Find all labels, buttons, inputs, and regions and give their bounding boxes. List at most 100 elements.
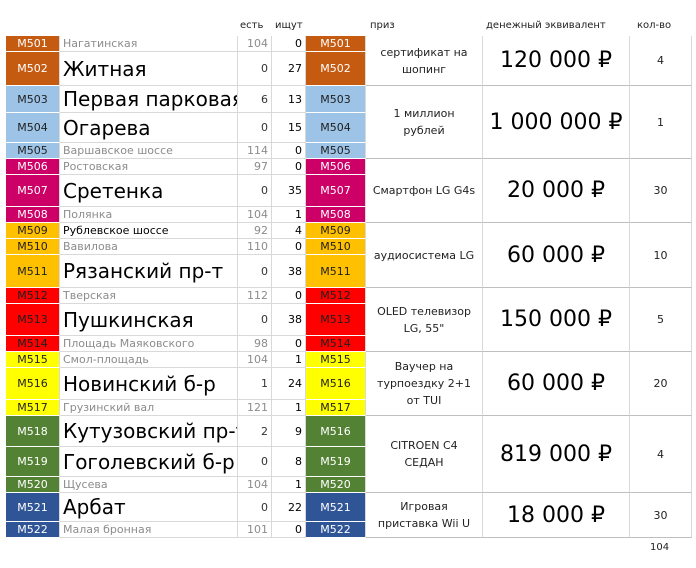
have-count: 112 (238, 288, 272, 304)
have-count: 101 (238, 522, 272, 538)
station-name: Арбат (60, 493, 238, 522)
prize: аудиосистема LG (366, 223, 483, 288)
code-cell: M522 (306, 522, 366, 538)
code-cell: M516 (306, 368, 366, 400)
code-cell: M504 (6, 113, 60, 143)
have-count: 121 (238, 400, 272, 416)
want-count: 1 (272, 352, 306, 368)
footer-total: 104 (650, 542, 670, 553)
station-name: Полянка (60, 207, 238, 223)
money-value: 20 000 ₽ (483, 159, 630, 223)
quantity: 5 (630, 288, 692, 352)
have-count: 0 (238, 493, 272, 522)
have-count: 0 (238, 175, 272, 207)
have-count: 114 (238, 143, 272, 159)
code-cell: M512 (6, 288, 60, 304)
code-cell: M515 (6, 352, 60, 368)
code-cell: M513 (306, 304, 366, 336)
station-name: Житная (60, 52, 238, 86)
quantity: 4 (630, 416, 692, 493)
quantity: 4 (630, 36, 692, 86)
want-count: 0 (272, 143, 306, 159)
want-count: 27 (272, 52, 306, 86)
money-value: 60 000 ₽ (483, 352, 630, 416)
code-cell: M515 (306, 352, 366, 368)
prize: сертификат на шопинг (366, 36, 483, 86)
code-cell: M512 (306, 288, 366, 304)
want-count: 9 (272, 416, 306, 447)
code-cell: M514 (306, 336, 366, 352)
want-count: 38 (272, 304, 306, 336)
prize: Ваучер на турпоездку 2+1 от TUI (366, 352, 483, 416)
prize: Смартфон LG G4s (366, 159, 483, 223)
want-count: 0 (272, 239, 306, 255)
code-cell: M511 (6, 255, 60, 288)
code-cell: M509 (6, 223, 60, 239)
code-cell: M516 (306, 416, 366, 447)
want-count: 0 (272, 288, 306, 304)
have-count: 104 (238, 477, 272, 493)
money-value: 120 000 ₽ (483, 36, 630, 86)
want-count: 0 (272, 36, 306, 52)
money-value: 18 000 ₽ (483, 493, 630, 538)
station-name: Ростовская (60, 159, 238, 175)
have-count: 1 (238, 368, 272, 400)
have-count: 98 (238, 336, 272, 352)
station-name: Пушкинская (60, 304, 238, 336)
station-name: Новинский б-р (60, 368, 238, 400)
code-cell: M518 (6, 416, 60, 447)
code-cell: M504 (306, 113, 366, 143)
have-count: 6 (238, 86, 272, 113)
code-cell: M502 (6, 52, 60, 86)
have-count: 92 (238, 223, 272, 239)
code-cell: M513 (6, 304, 60, 336)
station-name: Щусева (60, 477, 238, 493)
code-cell: M510 (306, 239, 366, 255)
prize: Игровая приставка Wii U (366, 493, 483, 538)
want-count: 0 (272, 336, 306, 352)
code-cell: M520 (6, 477, 60, 493)
code-cell: M519 (6, 447, 60, 477)
want-count: 1 (272, 477, 306, 493)
code-cell: M503 (306, 86, 366, 113)
have-count: 0 (238, 304, 272, 336)
quantity: 30 (630, 493, 692, 538)
have-count: 0 (238, 113, 272, 143)
have-count: 0 (238, 447, 272, 477)
want-count: 0 (272, 522, 306, 538)
station-name: Вавилова (60, 239, 238, 255)
have-count: 110 (238, 239, 272, 255)
code-cell: M503 (6, 86, 60, 113)
quantity: 1 (630, 86, 692, 159)
code-cell: M509 (306, 223, 366, 239)
want-count: 13 (272, 86, 306, 113)
code-cell: M505 (6, 143, 60, 159)
code-cell: M520 (306, 477, 366, 493)
station-name: Малая бронная (60, 522, 238, 538)
code-cell: M511 (306, 255, 366, 288)
code-cell: M507 (306, 175, 366, 207)
station-name: Грузинский вал (60, 400, 238, 416)
want-count: 4 (272, 223, 306, 239)
code-cell: M516 (6, 368, 60, 400)
quantity: 20 (630, 352, 692, 416)
code-cell: M505 (306, 143, 366, 159)
code-cell: M508 (6, 207, 60, 223)
want-count: 1 (272, 207, 306, 223)
code-cell: M506 (6, 159, 60, 175)
code-cell: M502 (306, 52, 366, 86)
prize: CITROEN C4 СЕДАН (366, 416, 483, 493)
header: ищут (275, 20, 303, 31)
want-count: 8 (272, 447, 306, 477)
code-cell: M517 (6, 400, 60, 416)
header: приз (370, 20, 395, 31)
header: кол-во (637, 20, 672, 31)
have-count: 2 (238, 416, 272, 447)
have-count: 0 (238, 255, 272, 288)
money-value: 60 000 ₽ (483, 223, 630, 288)
code-cell: M501 (306, 36, 366, 52)
code-cell: M507 (6, 175, 60, 207)
station-name: Тверская (60, 288, 238, 304)
money-value: 1 000 000 ₽ (483, 86, 630, 159)
want-count: 22 (272, 493, 306, 522)
